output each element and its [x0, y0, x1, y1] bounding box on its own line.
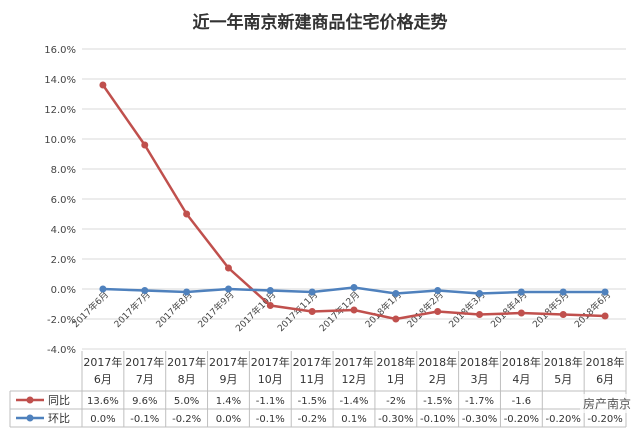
table-header-year: 2017年	[251, 355, 290, 369]
y-tick-label: 10.0%	[44, 135, 76, 146]
table-header-year: 2018年	[502, 355, 541, 369]
y-tick-label: 12.0%	[44, 105, 76, 116]
table-value: -0.1%	[130, 414, 159, 425]
data-point	[308, 308, 316, 315]
table-header-year: 2017年	[125, 355, 164, 369]
table-value: -1.7%	[465, 396, 494, 407]
data-point	[601, 288, 609, 296]
y-tick-label: -2.0%	[47, 315, 76, 326]
data-point	[476, 311, 484, 318]
table-value: -1.1%	[256, 396, 285, 407]
table-header-month: 8月	[178, 373, 196, 386]
table-value: 0.0%	[90, 414, 115, 425]
data-point	[434, 308, 442, 315]
table-value: -0.20%	[504, 414, 539, 425]
data-point	[476, 290, 484, 297]
table-header-month: 11月	[300, 373, 325, 386]
data-point	[141, 141, 149, 149]
table-header-month: 12月	[342, 373, 367, 386]
table-value: -0.2%	[172, 414, 201, 425]
table-header-year: 2017年	[209, 355, 248, 369]
data-point	[183, 210, 191, 218]
data-point	[266, 302, 274, 309]
table-value: 5.0%	[174, 396, 199, 407]
data-point	[224, 264, 232, 272]
data-point	[224, 285, 232, 293]
table-value: -0.20%	[546, 414, 581, 425]
table-value: 0.0%	[216, 414, 241, 425]
data-point	[517, 288, 525, 296]
data-point	[350, 284, 358, 291]
table-value: -0.30%	[378, 414, 413, 425]
data-point	[308, 288, 316, 296]
table-value: -0.1%	[256, 414, 285, 425]
table-header-year: 2018年	[418, 355, 457, 369]
data-point	[559, 311, 567, 318]
table-header-month: 2月	[429, 373, 447, 386]
table-header-month: 7月	[136, 373, 154, 386]
table-value: -0.20%	[587, 414, 622, 425]
y-tick-label: 4.0%	[51, 225, 76, 236]
table-value: 0.1%	[341, 414, 366, 425]
table-value: -2%	[386, 396, 405, 407]
table-value: -0.30%	[462, 414, 497, 425]
data-point	[601, 312, 609, 320]
watermark: 房产南京	[579, 394, 634, 413]
data-point	[99, 81, 107, 89]
data-point	[99, 285, 107, 293]
table-header-month: 3月	[471, 373, 489, 386]
table-header-month: 1月	[387, 373, 405, 386]
table-header-year: 2018年	[376, 355, 415, 369]
table-header-year: 2018年	[460, 355, 499, 369]
chart-title: 近一年南京新建商品住宅价格走势	[192, 13, 448, 33]
table-value: -1.5%	[298, 396, 327, 407]
y-tick-label: 2.0%	[51, 255, 76, 266]
x-tick-label: 2017年10月	[233, 289, 279, 335]
legend-label: 同比	[48, 394, 70, 407]
data-point	[392, 315, 400, 323]
data-point	[350, 306, 358, 314]
table-header-month: 9月	[219, 373, 237, 386]
table-header-month: 6月	[596, 373, 614, 386]
table-value: -1.6	[512, 396, 532, 407]
data-point	[434, 287, 442, 294]
table-header-month: 4月	[512, 373, 530, 386]
table-value: -0.10%	[420, 414, 455, 425]
table-header-month: 10月	[258, 373, 283, 386]
data-point	[392, 290, 400, 297]
legend-label: 环比	[48, 412, 70, 425]
table-header-year: 2017年	[293, 355, 332, 369]
y-tick-label: 6.0%	[51, 195, 76, 206]
x-tick-label: 2017年9月	[195, 289, 236, 330]
table-header-year: 2017年	[167, 355, 206, 369]
legend-swatch-marker	[26, 396, 34, 404]
table-header-year: 2017年	[335, 355, 374, 369]
table-value: -1.4%	[339, 396, 368, 407]
y-tick-label: -4.0%	[47, 345, 76, 356]
y-tick-label: 16.0%	[44, 45, 76, 56]
table-value: 1.4%	[216, 396, 241, 407]
table-value: -1.5%	[423, 396, 452, 407]
table-header-year: 2018年	[586, 355, 625, 369]
y-tick-label: 14.0%	[44, 75, 76, 86]
data-point	[183, 288, 191, 296]
data-point	[517, 309, 525, 317]
table-value: 9.6%	[132, 396, 157, 407]
data-point	[559, 288, 567, 296]
series-line-tongbi	[101, 84, 606, 321]
legend-swatch-marker	[26, 414, 34, 422]
table-value: 13.6%	[87, 396, 119, 407]
table-header-month: 6月	[94, 373, 112, 386]
table-header-year: 2018年	[544, 355, 583, 369]
x-tick-label: 2017年7月	[111, 289, 152, 330]
table-header-year: 2017年	[83, 355, 122, 369]
y-tick-label: 0.0%	[51, 285, 76, 296]
y-tick-label: 8.0%	[51, 165, 76, 176]
data-point	[266, 287, 274, 294]
data-point	[141, 287, 149, 294]
table-value: -0.2%	[298, 414, 327, 425]
table-header-month: 5月	[554, 373, 572, 386]
